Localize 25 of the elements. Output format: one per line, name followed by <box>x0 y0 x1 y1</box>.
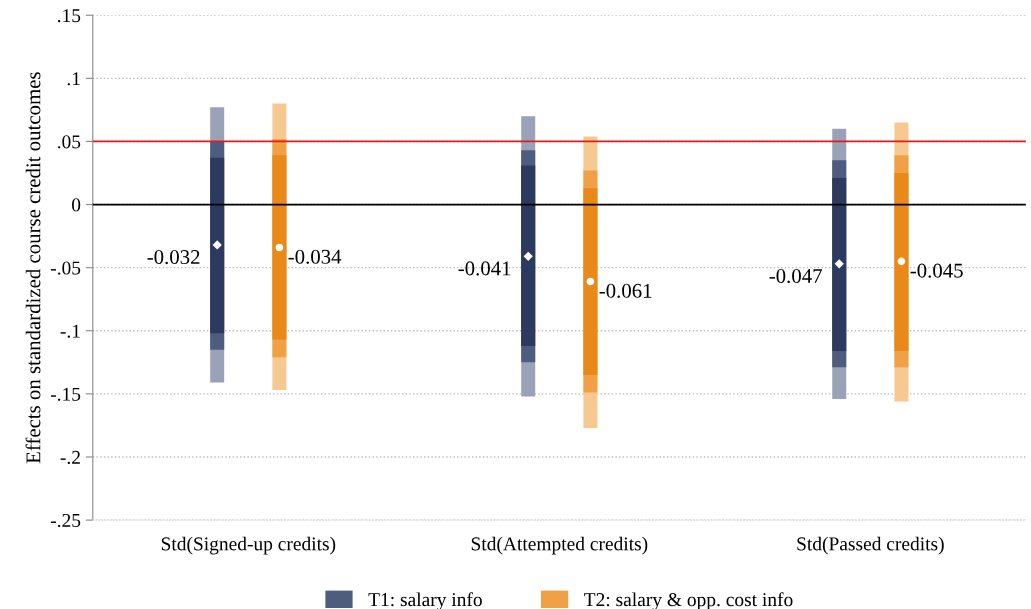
y-tick-label: -.05 <box>50 261 81 275</box>
data-label: -0.034 <box>288 249 342 264</box>
y-tick-label: .1 <box>67 72 80 86</box>
data-label: -0.061 <box>599 283 652 298</box>
y-tick-label: -.1 <box>60 324 80 338</box>
bar <box>521 165 536 346</box>
data-label: -0.041 <box>458 261 511 276</box>
x-tick-label: Std(Passed credits) <box>797 536 944 555</box>
y-tick-label: 0 <box>72 198 81 212</box>
y-tick-label: -.2 <box>60 450 80 464</box>
x-tick-label: Std(Signed-up credits) <box>161 536 336 555</box>
data-label: -0.045 <box>910 263 963 278</box>
data-label: -0.047 <box>769 268 822 284</box>
bar <box>894 172 909 351</box>
bar <box>210 157 225 334</box>
x-tick-label: Std(Attempted credits) <box>471 536 648 555</box>
data-label: -0.032 <box>147 249 200 265</box>
y-tick-label: .05 <box>57 135 81 149</box>
bar <box>272 155 287 340</box>
y-axis-title: Effects on standardized course credit outcomes <box>25 72 41 464</box>
y-tick-label: .15 <box>57 9 81 23</box>
bar <box>583 188 598 375</box>
y-tick-label: -.15 <box>50 387 81 401</box>
bar <box>832 178 847 351</box>
y-tick-label: -.25 <box>50 513 81 528</box>
